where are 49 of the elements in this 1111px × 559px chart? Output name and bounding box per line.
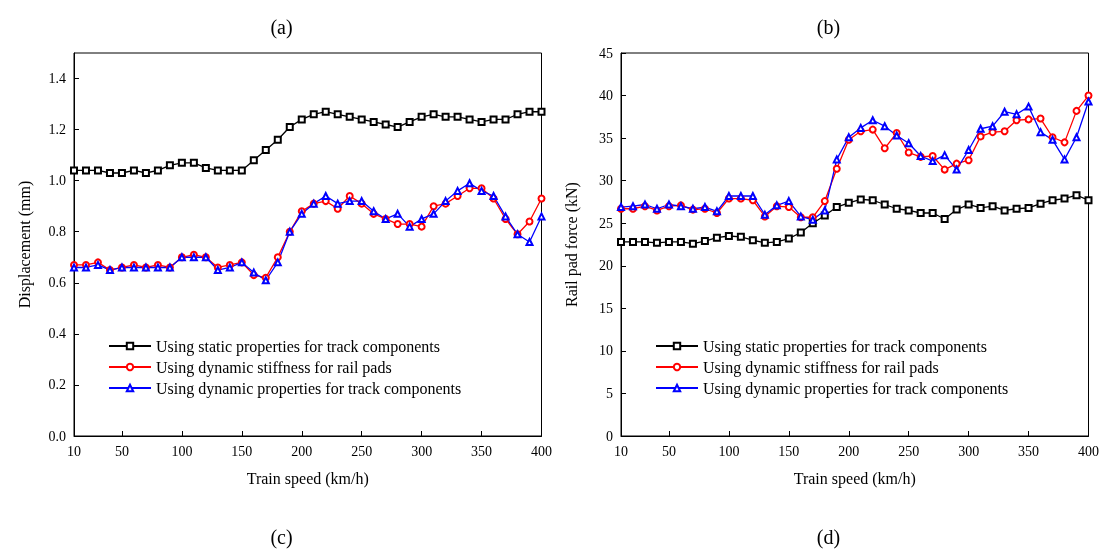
y-tick-label: 1.4 <box>48 71 66 87</box>
x-tick-label: 100 <box>718 443 740 459</box>
x-tick-label: 400 <box>1078 443 1099 459</box>
x-tick-label: 50 <box>114 443 129 459</box>
y-tick-label: 0.4 <box>48 326 66 342</box>
x-tick-label: 350 <box>471 443 493 459</box>
x-axis-title: Train speed (km/h) <box>793 469 916 488</box>
x-tick-label: 200 <box>291 443 313 459</box>
x-tick-label: 50 <box>661 443 676 459</box>
y-tick-label: 25 <box>599 215 613 231</box>
y-tick-label: 20 <box>599 258 613 274</box>
legend-label: Using dynamic properties for track components <box>703 379 1009 398</box>
y-axis-title: Rail pad force (kN) <box>562 182 581 307</box>
y-tick-label: 15 <box>599 300 613 316</box>
text: (d) <box>816 526 841 549</box>
x-tick-label: 150 <box>778 443 800 459</box>
y-tick-label: 0.6 <box>48 275 66 291</box>
legend-label: Using dynamic stiffness for rail pads <box>156 358 392 377</box>
x-tick-label: 150 <box>231 443 253 459</box>
chart-title: (a) <box>270 16 293 39</box>
x-tick-label: 250 <box>898 443 920 459</box>
y-tick-label: 0.2 <box>48 377 66 393</box>
legend-label: Using dynamic properties for track components <box>156 379 462 398</box>
text: (c) <box>270 526 293 549</box>
y-tick-label: 30 <box>599 173 613 189</box>
y-axis-title: Displacement (mm) <box>15 180 34 309</box>
chart-title: (b) <box>816 16 841 39</box>
y-tick-label: 0.0 <box>48 428 66 444</box>
y-tick-label: 5 <box>606 385 613 401</box>
legend-label: Using static properties for track components <box>703 337 987 356</box>
x-tick-label: 10 <box>67 443 81 459</box>
x-tick-label: 200 <box>838 443 860 459</box>
y-tick-label: 1.0 <box>48 173 66 189</box>
y-tick-label: 45 <box>599 45 613 61</box>
x-tick-label: 300 <box>958 443 980 459</box>
legend-label: Using static properties for track components <box>156 337 440 356</box>
y-tick-label: 1.2 <box>48 122 66 138</box>
x-tick-label: 250 <box>351 443 373 459</box>
x-tick-label: 100 <box>171 443 193 459</box>
x-axis-title: Train speed (km/h) <box>246 469 369 488</box>
y-tick-label: 40 <box>599 88 613 104</box>
y-tick-label: 35 <box>599 130 613 146</box>
y-tick-label: 10 <box>599 343 613 359</box>
y-tick-label: 0 <box>606 428 613 444</box>
y-tick-label: 0.8 <box>48 224 66 240</box>
x-tick-label: 300 <box>411 443 433 459</box>
x-tick-label: 400 <box>531 443 552 459</box>
legend-label: Using dynamic stiffness for rail pads <box>703 358 939 377</box>
x-tick-label: 350 <box>1018 443 1040 459</box>
